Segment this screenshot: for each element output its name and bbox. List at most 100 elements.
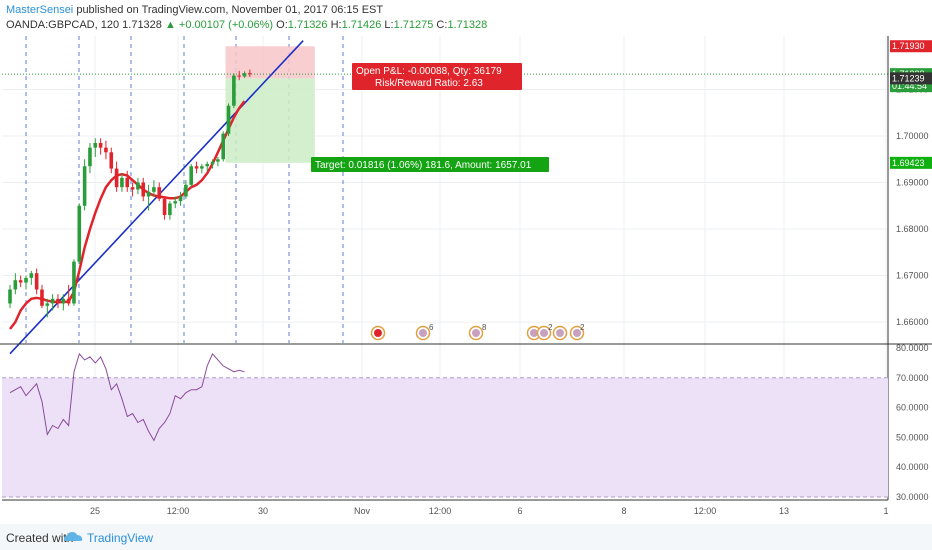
flag-emblem — [573, 329, 581, 337]
candle-body — [184, 184, 188, 197]
pnl-text: Open P&L: -0.00088, Qty: 36179 — [356, 66, 502, 77]
time-tick-label: 12:00 — [694, 506, 717, 516]
low-label: L: — [381, 19, 394, 31]
flag-emblem — [419, 329, 427, 337]
candle-body — [18, 280, 23, 283]
tradingview-brand-link[interactable]: TradingView — [87, 531, 154, 545]
candle-body — [56, 298, 60, 304]
candle-body — [194, 166, 199, 169]
price-tick-label: 1.70000 — [896, 131, 929, 141]
target-zone — [225, 78, 315, 163]
close-value: 1.71328 — [447, 19, 488, 31]
time-tick-label: 13 — [779, 506, 789, 516]
target-label-box — [311, 157, 549, 172]
candle-body — [93, 142, 98, 148]
close-label: C: — [433, 19, 448, 31]
price-badge — [890, 72, 932, 85]
flag-emblem — [540, 329, 548, 337]
publish-line: MasterSensei published on TradingView.co… — [6, 4, 383, 16]
rsi-tick-label: 60.0000 — [896, 403, 929, 413]
candle-body — [125, 177, 130, 188]
candle-body — [232, 75, 236, 106]
candle-body — [130, 187, 135, 190]
candle-body — [13, 280, 18, 290]
open-label: O: — [273, 19, 288, 31]
candle-body — [40, 289, 44, 306]
candle-body — [216, 159, 220, 162]
candle-body — [237, 75, 241, 77]
time-tick-label: 12:00 — [167, 506, 190, 516]
time-tick-label: Nov — [354, 506, 371, 516]
candle-body — [173, 201, 178, 204]
event-count: 8 — [482, 323, 487, 332]
time-tick-label: 25 — [90, 506, 100, 516]
candle-body — [109, 152, 114, 169]
candle-body — [98, 142, 103, 148]
candle-body — [34, 273, 39, 290]
price-badge-text: 1.71930 — [892, 41, 925, 51]
candle-body — [248, 73, 252, 75]
candle-body — [226, 105, 231, 134]
price-tick-label: 1.67000 — [896, 271, 929, 281]
footer: Created with TradingView — [0, 524, 932, 550]
candle-body — [210, 161, 215, 164]
candle-body — [88, 147, 92, 167]
rsi-tick-label: 70.0000 — [896, 373, 929, 383]
candle-body — [24, 277, 28, 283]
open-value: 1.71326 — [287, 19, 328, 31]
price-badge — [890, 156, 932, 169]
candle-body — [50, 298, 55, 304]
candle-body — [104, 147, 108, 153]
event-count: 6 — [429, 323, 434, 332]
price-badge — [890, 40, 932, 53]
candle-body — [61, 298, 66, 304]
target-text: Target: 0.01816 (1.06%) 181.6, Amount: 1… — [315, 160, 532, 171]
created-with-text: Created with — [6, 531, 74, 545]
flag-emblem — [556, 329, 564, 337]
rsi-tick-label: 50.0000 — [896, 432, 929, 442]
price-chart[interactable]: 1.710001.700001.690001.680001.670001.660… — [0, 0, 932, 524]
price-badge-text: 01:44:54 — [892, 81, 927, 91]
price-tick-label: 1.68000 — [896, 224, 929, 234]
pnl-label-box — [352, 63, 522, 90]
time-tick-label: 6 — [517, 506, 522, 516]
candle-body — [178, 196, 183, 202]
candle-body — [205, 163, 210, 167]
candle-body — [200, 166, 204, 169]
flag-emblem — [530, 329, 538, 337]
symbol-label: OANDA:GBPCAD, 120 — [6, 19, 120, 31]
flag-emblem — [472, 329, 480, 337]
candle-body — [221, 133, 225, 160]
stop-loss-zone — [225, 46, 315, 79]
author-link[interactable]: MasterSensei — [6, 4, 74, 16]
time-tick-label: 8 — [621, 506, 626, 516]
candle-body — [152, 187, 156, 192]
event-count: 2 — [580, 323, 585, 332]
candle-body — [72, 261, 76, 304]
time-tick-label: 1 — [883, 506, 888, 516]
candle-body — [77, 205, 82, 262]
candle-body — [120, 177, 124, 188]
rsi-tick-label: 80.0000 — [896, 343, 929, 353]
ohlc-line: OANDA:GBPCAD, 120 1.71328 ▲ +0.00107 (+0… — [6, 19, 487, 31]
candle-body — [162, 198, 167, 216]
time-tick-label: 12:00 — [429, 506, 452, 516]
change-value: +0.00107 (+0.06%) — [175, 19, 274, 31]
candle-body — [82, 166, 87, 206]
high-value: 1.71426 — [341, 19, 382, 31]
pnl-label — [352, 63, 522, 90]
rsi-tick-label: 40.0000 — [896, 462, 929, 472]
candle-body — [45, 303, 50, 306]
rsi-band — [2, 377, 888, 498]
candle-body — [189, 166, 194, 185]
price-tick-label: 1.69000 — [896, 178, 929, 188]
candle-body — [157, 187, 162, 199]
high-label: H: — [327, 19, 342, 31]
low-value: 1.71275 — [393, 19, 434, 31]
candle-body — [114, 168, 119, 188]
candle-body — [242, 73, 247, 77]
candle-body — [29, 273, 34, 278]
rsi-tick-label: 30.0000 — [896, 492, 929, 502]
price-tick-label: 1.66000 — [896, 317, 929, 327]
chart-header: MasterSensei published on TradingView.co… — [0, 0, 932, 34]
